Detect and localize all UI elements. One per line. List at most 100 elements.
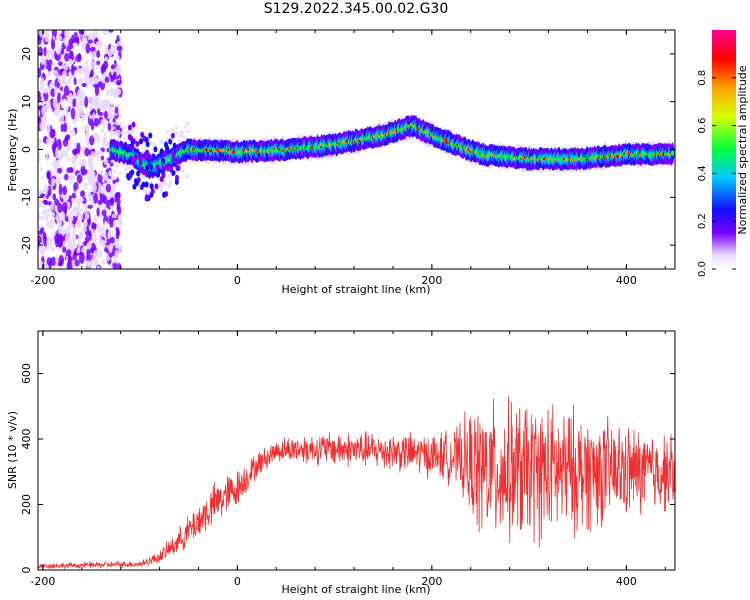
spectrogram-cell — [52, 62, 57, 68]
spectrogram-cell — [52, 159, 59, 170]
spectrogram-cell — [41, 119, 48, 128]
spectrogram-cell — [38, 137, 42, 144]
spectrogram-cell — [347, 152, 352, 156]
spectrogram-cell — [174, 131, 179, 135]
spectrogram-cell — [43, 46, 47, 57]
spectrogram-cell — [151, 153, 156, 160]
spectrogram-cell — [72, 98, 77, 108]
spectrogram-cell — [68, 213, 74, 223]
spectrogram-cell — [86, 259, 90, 269]
spectrogram-cell — [165, 130, 170, 134]
y-tick-label: 10 — [20, 95, 33, 109]
spectrogram-cell — [97, 172, 103, 184]
spectrogram-cell — [57, 240, 63, 248]
spectrogram-y-ticks: -20 -10 0 10 20 — [20, 47, 675, 254]
spectrogram-cell — [118, 219, 123, 229]
spectrogram-cell — [88, 76, 94, 88]
spectrogram-cell — [87, 191, 92, 201]
spectrogram-cell — [250, 161, 255, 166]
spectrogram-cell — [182, 137, 187, 141]
spectrogram-cell — [299, 134, 304, 139]
spectrogram-cell — [166, 162, 171, 169]
spectrogram-cell — [47, 201, 53, 206]
spectrogram-cell — [56, 35, 63, 41]
spectrogram-cell — [174, 126, 179, 130]
spectrogram-cell — [88, 157, 93, 167]
snr-x-label: Height of straight line (km) — [281, 583, 430, 596]
spectrogram-cell — [96, 49, 101, 59]
spectrogram-cell — [88, 176, 94, 186]
spectrogram-cell — [245, 161, 250, 166]
spectrogram-cell — [49, 128, 56, 139]
spectrogram-cell — [213, 137, 218, 142]
spectrogram-cell — [130, 131, 135, 135]
spectrogram-cell — [170, 128, 175, 132]
spectrogram-cell — [68, 71, 73, 78]
spectrogram-cell — [110, 132, 115, 137]
spectrogram-cell — [78, 208, 84, 213]
snr-x-ticks: -200 0 200 400 — [30, 331, 666, 588]
spectrogram-cell — [159, 148, 164, 155]
spectrogram-cell — [109, 97, 114, 104]
spectrogram-cell — [74, 95, 79, 101]
spectrogram-cell — [93, 232, 97, 243]
spectrogram-cell — [136, 170, 141, 177]
spectrogram-cell — [79, 77, 84, 82]
spectrogram-cell — [57, 216, 63, 228]
spectrogram-cell — [107, 121, 111, 132]
spectrogram-cell — [82, 66, 88, 74]
spectrogram-cell — [122, 124, 127, 129]
colorbar-label: Normalized spectral amplitude — [736, 65, 749, 234]
spectrogram-cell — [172, 142, 177, 149]
spectrogram-cell — [68, 50, 73, 61]
spectrogram-cell — [50, 256, 57, 267]
spectrogram-cell — [75, 54, 81, 63]
spectrogram-cell — [76, 174, 83, 184]
spectrogram-cell — [102, 195, 108, 205]
spectrogram-cell — [168, 138, 173, 145]
spectrogram-cell — [146, 187, 151, 191]
spectrogram-cell — [80, 91, 86, 99]
spectrogram-cell — [356, 150, 361, 155]
spectrogram-cell — [59, 113, 65, 123]
spectrogram-cell — [94, 150, 99, 159]
spectrogram-cell — [99, 184, 106, 195]
spectrogram-cell — [153, 146, 158, 153]
spectrogram-cell — [103, 60, 109, 70]
spectrogram-cell — [98, 42, 102, 51]
spectrogram-cell — [68, 174, 74, 185]
spectrogram-cell — [104, 220, 108, 231]
spectrogram-cell — [186, 129, 191, 133]
spectrogram-cell — [111, 121, 116, 126]
spectrogram-cell — [45, 138, 50, 144]
spectrogram-cell — [120, 131, 125, 135]
spectrogram-cell — [38, 230, 43, 235]
spectrogram-cell — [78, 251, 85, 264]
spectrogram-cell — [101, 209, 107, 217]
spectrogram-heatmap — [38, 30, 675, 269]
spectrogram-cell — [105, 183, 112, 193]
spectrogram-cell — [110, 236, 115, 244]
spectrogram-cell — [137, 153, 142, 160]
spectrogram-cell — [72, 175, 78, 181]
spectrogram-cell — [72, 148, 78, 155]
spectrogram-cell — [161, 172, 166, 179]
spectrogram-cell — [183, 124, 188, 129]
spectrogram-cell — [61, 201, 68, 214]
spectrogram-cell — [57, 61, 63, 66]
spectrogram-cell — [93, 117, 100, 127]
spectrogram-cell — [92, 112, 96, 119]
spectrogram-cell — [42, 208, 46, 216]
spectrogram-cell — [114, 238, 119, 249]
spectrogram-cell — [74, 111, 78, 123]
spectrogram-cell — [162, 191, 167, 198]
spectrogram-cell — [112, 261, 118, 269]
spectrogram-cell — [62, 185, 68, 196]
spectrogram-cell — [148, 132, 153, 139]
spectrogram-cell — [140, 131, 145, 138]
spectrogram-cell — [147, 153, 152, 160]
spectrogram-cell — [87, 216, 91, 226]
spectrogram-cell — [89, 259, 95, 267]
colorbar: 0.0 0.2 0.4 0.6 0.8 Normalized spectral ampl… — [697, 30, 749, 277]
